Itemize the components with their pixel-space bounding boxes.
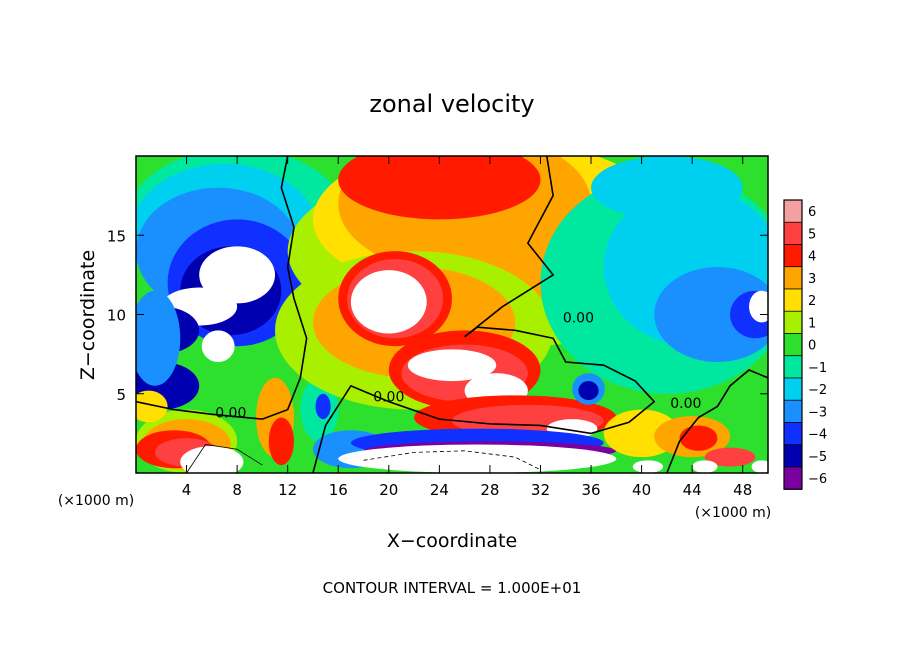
field-patch--4 [315, 393, 331, 420]
field-patch-out-of-range [180, 446, 244, 473]
colorbar-label: 3 [808, 272, 816, 287]
zero-contour-line [136, 156, 308, 420]
field-patch--3 [654, 266, 768, 363]
velocity-field [136, 156, 768, 473]
colorbar-swatch [783, 333, 803, 357]
x-tick-label: 4 [182, 481, 192, 499]
zero-contour-line [666, 369, 768, 473]
negative-contour-line [363, 450, 541, 471]
contour-label: 0.00 [563, 310, 594, 326]
colorbar-swatch [783, 244, 803, 268]
x-tick-label: 8 [232, 481, 242, 499]
colorbar-label: 0 [808, 339, 816, 354]
x-tick-label: 44 [683, 481, 702, 499]
field-patch-out-of-range [407, 349, 497, 382]
colorbar-label: −6 [808, 472, 827, 487]
colorbar-label: −5 [808, 450, 827, 465]
colorbar-swatch [783, 310, 803, 334]
colorbar-label: −3 [808, 405, 827, 420]
x-tick-label: 48 [733, 481, 752, 499]
x-axis-ticks: 4 8 12 16 20 24 28 32 36 40 44 48 [182, 156, 752, 499]
colorbar-label: −2 [808, 383, 827, 398]
y-axis-ticks: 5 10 15 [107, 227, 768, 404]
x-unit-left: (×1000 m) [58, 493, 134, 509]
y-tick-label: 5 [116, 386, 126, 404]
colorbar-swatch [783, 355, 803, 379]
colorbar: 6 5 4 3 2 1 0 −1 −2 −3 −4 −5 −6 [783, 199, 827, 490]
field-patch--3 [136, 290, 181, 386]
colorbar-label: 6 [808, 205, 816, 220]
contour-labels: 0.00 0.00 0.00 0.00 [215, 310, 701, 421]
contour-label: 0.00 [215, 406, 246, 422]
field-patch-5 [704, 447, 756, 467]
field-patch--5 [578, 381, 599, 401]
x-tick-label: 12 [278, 481, 297, 499]
field-patch-out-of-range [749, 290, 768, 323]
field-patch-4 [268, 417, 294, 466]
colorbar-label: 5 [808, 227, 816, 242]
x-axis-label: X−coordinate [387, 530, 517, 552]
x-tick-label: 36 [581, 481, 600, 499]
field-patch-4 [679, 425, 718, 451]
plot-area [136, 156, 768, 473]
colorbar-swatch [783, 399, 803, 423]
field-patch-out-of-range [338, 444, 617, 473]
zero-contours [136, 156, 768, 473]
y-axis-label: Z−coordinate [77, 250, 99, 380]
colorbar-swatch [783, 266, 803, 290]
x-tick-label: 24 [430, 481, 449, 499]
field-patch-2 [136, 390, 168, 423]
colorbar-swatch [783, 444, 803, 468]
zero-contour-line [186, 444, 263, 473]
field-patch-out-of-range [751, 460, 768, 473]
x-tick-label: 16 [329, 481, 348, 499]
field-patch-out-of-range [199, 246, 276, 304]
field-patch-4 [338, 156, 541, 220]
field-patch-out-of-range [632, 460, 664, 473]
colorbar-frame [783, 199, 803, 490]
colorbar-swatch [783, 199, 803, 223]
colorbar-swatch [783, 221, 803, 245]
contour-label: 0.00 [670, 396, 701, 412]
x-tick-label: 20 [379, 481, 398, 499]
x-tick-label: 28 [480, 481, 499, 499]
zero-contour-line [312, 156, 656, 473]
chart-title: zonal velocity [369, 90, 534, 118]
y-tick-label: 10 [107, 307, 126, 325]
field-patch-out-of-range [350, 270, 427, 334]
x-tick-label: 32 [531, 481, 550, 499]
field-patch--2 [591, 156, 743, 220]
x-unit-right: (×1000 m) [695, 505, 771, 521]
contour-interval-note: CONTOUR INTERVAL = 1.000E+01 [323, 579, 582, 597]
colorbar-swatch [783, 422, 803, 446]
colorbar-label: 4 [808, 250, 816, 265]
field-patch-out-of-range [201, 330, 235, 363]
y-tick-label: 15 [107, 227, 126, 245]
colorbar-swatch [783, 377, 803, 401]
x-tick-label: 40 [632, 481, 651, 499]
colorbar-label: 1 [808, 316, 816, 331]
colorbar-label: −4 [808, 428, 827, 443]
colorbar-swatch [783, 288, 803, 312]
colorbar-swatch [783, 466, 803, 490]
colorbar-label: 2 [808, 294, 816, 309]
contour-label: 0.00 [373, 390, 404, 406]
colorbar-label: −1 [808, 361, 827, 376]
field-patch-out-of-range [692, 460, 718, 473]
